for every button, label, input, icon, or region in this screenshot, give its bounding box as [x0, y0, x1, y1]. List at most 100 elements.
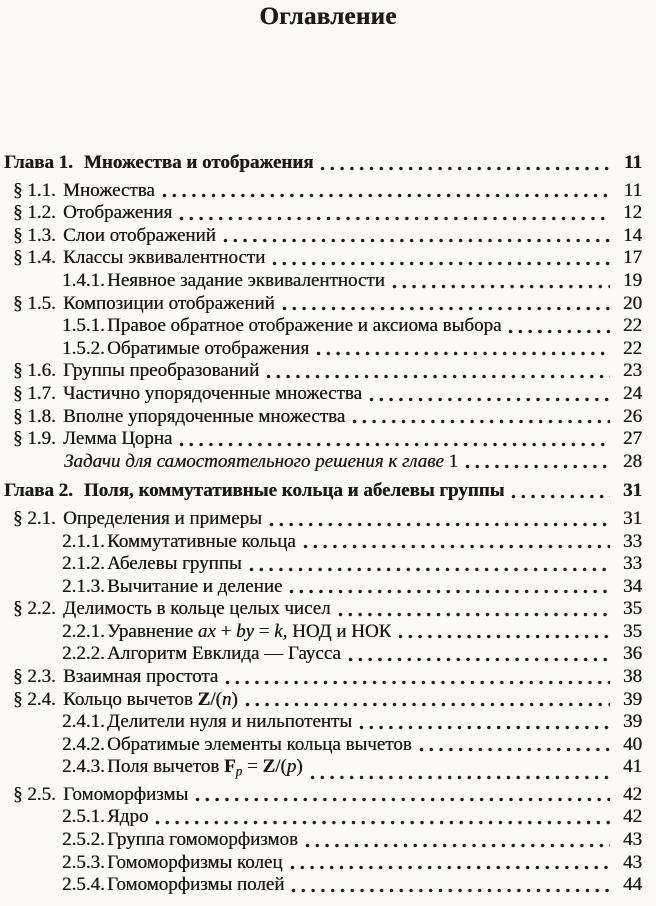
toc-entry: 2.5.2. Группа гомоморфизмов 43 [0, 829, 642, 852]
toc-entry: § 1.3. Слои отображений 14 [0, 225, 642, 248]
toc-list: Глава 1. Множества и отображения 11 § 1.1. М… [0, 152, 656, 897]
dot-leader [316, 351, 610, 357]
toc-entry-page: 38 [623, 666, 642, 688]
dot-leader [195, 797, 610, 803]
toc-entry-title: Делители нуля и нильпотенты [107, 711, 353, 733]
toc-entry-title: Вполне упорядоченные множества [63, 405, 346, 427]
toc-entry-title: Частично упорядоченные множества [63, 382, 362, 404]
toc-entry-page: 31 [623, 480, 642, 502]
toc-entry: § 1.9. Лемма Цорна 27 [0, 428, 642, 451]
toc-entry: § 1.4. Классы эквивалентности 17 [0, 247, 642, 270]
dot-leader [347, 657, 610, 663]
toc-entry-page: 42 [623, 783, 642, 805]
toc-entry: § 2.5. Гомоморфизмы 42 [0, 784, 642, 807]
toc-entry-title: Обратимые элементы кольца вычетов [107, 733, 412, 755]
toc-entry-title: Задачи для самостоятельного решения к гл… [64, 450, 459, 472]
toc-entry: 2.1.1. Коммутативные кольца 33 [0, 531, 642, 554]
dot-leader [266, 373, 610, 379]
toc-entry-page: 35 [623, 598, 642, 620]
toc-entry-number: § 1.8. [13, 405, 56, 427]
toc-entry-page: 26 [623, 405, 642, 427]
toc-entry-page: 43 [623, 828, 642, 850]
toc-entry-title: Абелевы группы [107, 553, 242, 575]
toc-entry: 2.4.1. Делители нуля и нильпотенты 39 [0, 711, 642, 734]
toc-entry-title: Алгоритм Евклида — Гаусса [107, 643, 341, 665]
toc-entry-page: 22 [623, 315, 642, 337]
toc-entry-number: § 2.5. [13, 783, 56, 805]
toc-entry-number: § 2.2. [13, 598, 56, 620]
dot-leader [511, 493, 610, 499]
toc-entry-number: 2.4.3. [62, 756, 105, 778]
dot-leader [304, 842, 610, 848]
toc-entry-page: 36 [623, 643, 642, 665]
toc-entry-title: Отображения [63, 202, 173, 224]
toc-entry-number: 2.5.4. [62, 874, 105, 896]
toc-entry: 1.5.1. Правое обратное отображение и акси… [0, 315, 642, 338]
toc-entry-title: Определения и примеры [63, 507, 262, 529]
toc-entry-number: § 1.7. [13, 382, 56, 404]
toc-entry-title: Группы преобразований [63, 360, 260, 382]
toc-entry-number: 2.5.2. [62, 828, 105, 850]
toc-entry-title: Множества и отображения [83, 152, 314, 173]
toc-entry: § 2.1. Определения и примеры 31 [0, 508, 642, 531]
toc-entry-number: § 1.6. [13, 360, 56, 382]
toc-entry-number: § 1.3. [13, 224, 56, 246]
toc-entry: 2.1.2. Абелевы группы 33 [0, 553, 642, 576]
toc-entry-number: 1.5.2. [62, 337, 105, 359]
toc-entry-number: § 2.4. [13, 688, 56, 710]
toc-entry-title: Поля, коммутативные кольца и абелевы гру… [83, 480, 505, 502]
dot-leader [179, 215, 610, 221]
toc-entry-page: 41 [623, 756, 642, 778]
toc-entry-number: § 1.1. [13, 179, 56, 201]
toc-entry-page: 42 [623, 806, 642, 828]
toc-entry-number: § 2.1. [13, 507, 56, 529]
toc-entry-page: 33 [623, 553, 642, 575]
toc-entry-number: § 2.3. [13, 666, 56, 688]
toc-entry: § 1.7. Частично упорядоченные множества 24 [0, 383, 642, 406]
toc-entry: 1.4.1. Неявное задание эквивалентности 19 [0, 270, 642, 293]
toc-entry: § 2.2. Делимость в кольце целых чисел 35 [0, 598, 642, 621]
dot-leader [352, 419, 610, 425]
toc-entry-title: Коммутативные кольца [107, 530, 296, 552]
dot-leader [155, 819, 610, 825]
toc-entry-number: 2.4.2. [62, 733, 105, 755]
toc-entry-title: Вычитание и деление [107, 575, 283, 597]
toc-entry: 2.4.2. Обратимые элементы кольца вычетов 4… [0, 734, 642, 757]
toc-entry-number: Глава 2. [4, 480, 73, 502]
toc-entry: § 1.2. Отображения 12 [0, 202, 642, 225]
toc-entry-number: 2.5.3. [62, 851, 105, 873]
toc-entry-page: 20 [623, 292, 642, 314]
toc-entry-title: Слои отображений [63, 224, 216, 246]
toc-entry-page: 12 [623, 202, 642, 224]
toc-entry-page: 17 [623, 247, 642, 269]
toc-entry-page: 40 [623, 733, 642, 755]
toc-entry-title: Взаимная простота [63, 666, 219, 688]
dot-leader [268, 521, 610, 527]
dot-leader [291, 887, 610, 893]
toc-entry-page: 39 [623, 688, 642, 710]
toc-entry-number: 2.2.2. [62, 643, 105, 665]
toc-entry-number: 2.1.1. [62, 530, 105, 552]
toc-entry-number: § 1.5. [13, 292, 56, 314]
toc-entry-title: Композиции отображений [63, 292, 275, 314]
toc-entry-page: 11 [624, 152, 642, 173]
dot-leader [391, 283, 610, 289]
dot-leader [179, 441, 610, 447]
toc-entry-title: Ядро [107, 806, 149, 828]
toc-entry-page: 35 [623, 620, 642, 642]
toc-entry-number: 2.2.1. [62, 620, 105, 642]
toc-entry: 2.5.4. Гомоморфизмы полей 44 [0, 874, 642, 897]
toc-entry-page: 22 [623, 337, 642, 359]
toc-entry: § 1.1. Множества 11 [0, 180, 642, 203]
toc-entry: § 1.5. Композиции отображений 20 [0, 293, 642, 316]
toc-entry-page: 33 [623, 530, 642, 552]
toc-entry-title: Классы эквивалентности [63, 247, 266, 269]
toc-entry-page: 44 [623, 874, 642, 896]
toc-entry-title: Поля вычетов Fp = Z/(p) [107, 756, 303, 780]
page-title: Оглавление [259, 3, 397, 30]
toc-entry-number: 2.1.3. [62, 575, 105, 597]
toc-entry: Задачи для самостоятельного решения к гл… [0, 451, 642, 474]
toc-entry-number: 2.4.1. [62, 711, 105, 733]
toc-entry: 2.2.2. Алгоритм Евклида — Гаусса 36 [0, 643, 642, 666]
